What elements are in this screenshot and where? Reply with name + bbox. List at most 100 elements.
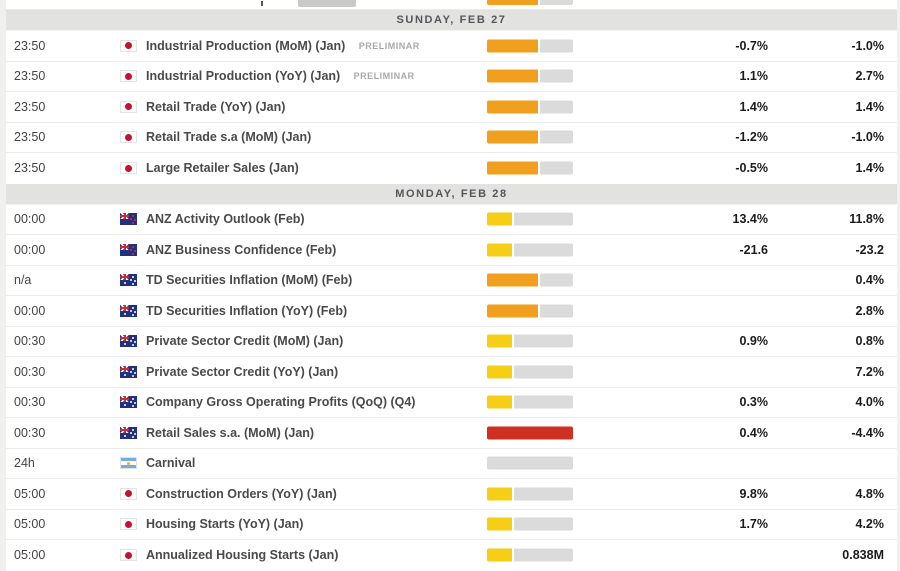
event-row[interactable]: 23:50 Large Retailer Sales (Jan) -0.5% 1… <box>6 153 897 184</box>
event-name[interactable]: Retail Sales s.a. (MoM) (Jan) <box>146 425 315 440</box>
event-row[interactable]: n/a TD Securities Inflation (MoM) (Feb) … <box>6 265 897 296</box>
event-name[interactable]: Company Gross Operating Profits (QoQ) (Q… <box>146 395 416 410</box>
event-name[interactable]: Private Sector Credit (MoM) (Jan) <box>146 334 344 349</box>
event-name[interactable]: Industrial Production (MoM) (Jan) <box>146 38 346 53</box>
actual-value: 1.4% <box>739 99 769 114</box>
event-name[interactable]: Annualized Housing Starts (Jan) <box>146 548 339 563</box>
event-row[interactable]: 23:50 Retail Trade (YoY) (Jan) 1.4% 1.4% <box>6 92 897 123</box>
volatility-bar <box>487 487 573 501</box>
day-section: MONDAY, FEB 28 00:00 ANZ Activity Outloo… <box>6 183 897 571</box>
event-cell: TD Securities Inflation (MoM) (Feb) <box>146 271 352 289</box>
event-cell: ANZ Activity Outlook (Feb) <box>146 210 305 228</box>
event-row[interactable]: 23:50 Industrial Production (YoY) (Jan) … <box>6 61 897 92</box>
volatility-bar <box>487 426 573 440</box>
event-name[interactable]: ANZ Activity Outlook (Feb) <box>146 212 305 227</box>
event-row[interactable]: 05:00 Housing Starts (YoY) (Jan) 1.7% 4.… <box>6 509 897 540</box>
volatility-bar <box>487 304 573 318</box>
volatility-bar <box>487 365 573 379</box>
volatility-bar <box>487 456 573 470</box>
previous-value: 2.8% <box>855 303 885 318</box>
event-row[interactable]: 24h Carnival <box>6 448 897 479</box>
event-cell: Retail Trade s.a (MoM) (Jan) <box>146 128 311 146</box>
actual-value: -0.5% <box>735 161 768 176</box>
actual-value: 0.9% <box>739 334 769 349</box>
event-cell: Private Sector Credit (YoY) (Jan) <box>146 363 338 381</box>
volatility-fill <box>487 548 512 562</box>
event-row[interactable]: 00:30 Private Sector Credit (YoY) (Jan) … <box>6 357 897 388</box>
volatility-fill <box>487 100 538 114</box>
event-time: 23:50 <box>14 130 46 145</box>
event-cell: Housing Starts (YoY) (Jan) <box>146 515 303 533</box>
previous-value: 2.7% <box>855 69 885 84</box>
economic-calendar-table: SUNDAY, FEB 27 23:50 Industrial Producti… <box>6 0 897 571</box>
volatility-fill <box>487 39 538 53</box>
flag-australia-icon <box>120 304 137 317</box>
event-row[interactable]: 05:00 Construction Orders (YoY) (Jan) 9.… <box>6 479 897 510</box>
actual-value: 13.4% <box>732 212 768 227</box>
volatility-fill <box>487 161 538 175</box>
volatility-fill <box>487 243 512 257</box>
badge-remnant[interactable] <box>298 0 356 7</box>
previous-value: 4.8% <box>855 486 885 501</box>
flag-new-zealand-icon <box>120 213 137 226</box>
event-cell: Industrial Production (MoM) (Jan) PRELIM… <box>146 37 420 55</box>
event-name[interactable]: Carnival <box>146 456 196 471</box>
volatility-bar <box>487 548 573 562</box>
event-cell: Industrial Production (YoY) (Jan) PRELIM… <box>146 67 415 85</box>
event-name[interactable]: Private Sector Credit (YoY) (Jan) <box>146 364 339 379</box>
event-time: 24h <box>14 456 35 471</box>
event-row[interactable]: 00:00 TD Securities Inflation (YoY) (Feb… <box>6 296 897 327</box>
event-row[interactable]: 05:00 Annualized Housing Starts (Jan) 0.… <box>6 540 897 571</box>
volatility-bar <box>487 517 573 531</box>
event-name[interactable]: Large Retailer Sales (Jan) <box>146 161 299 176</box>
previous-value: 1.4% <box>855 161 885 176</box>
flag-japan-icon <box>120 549 137 562</box>
previous-value: 4.2% <box>855 517 885 532</box>
event-row[interactable]: 00:00 ANZ Activity Outlook (Feb) 13.4% 1… <box>6 204 897 235</box>
flag-japan-icon <box>120 100 137 113</box>
flag-australia-icon <box>120 274 137 287</box>
actual-value: -21.6 <box>739 242 769 257</box>
previous-value: 0.838M <box>842 548 884 563</box>
volatility-bar <box>487 334 573 348</box>
volatility-fill <box>487 395 512 409</box>
volatility-bar <box>487 39 573 53</box>
volatility-fill <box>487 273 538 287</box>
event-name[interactable]: Industrial Production (YoY) (Jan) <box>146 69 341 84</box>
event-row[interactable]: 00:30 Private Sector Credit (MoM) (Jan) … <box>6 326 897 357</box>
event-cell: Carnival <box>146 454 195 472</box>
event-row[interactable]: 00:30 Company Gross Operating Profits (Q… <box>6 387 897 418</box>
flag-japan-icon <box>120 487 137 500</box>
previous-value: 11.8% <box>849 212 884 227</box>
day-header-label: MONDAY, FEB 28 <box>395 187 508 200</box>
event-time: 05:00 <box>14 517 46 532</box>
event-name[interactable]: TD Securities Inflation (MoM) (Feb) <box>146 273 353 288</box>
event-name[interactable]: ANZ Business Confidence (Feb) <box>146 242 337 257</box>
event-name[interactable]: Construction Orders (YoY) (Jan) <box>146 486 337 501</box>
event-time: 00:00 <box>14 303 46 318</box>
actual-value: 1.7% <box>739 517 769 532</box>
preliminary-tag: PRELIMINAR <box>353 71 415 82</box>
event-row[interactable]: 00:00 ANZ Business Confidence (Feb) -21.… <box>6 235 897 266</box>
previous-value: -4.4% <box>851 425 884 440</box>
event-name[interactable]: Retail Trade s.a (MoM) (Jan) <box>146 130 312 145</box>
event-cell: Retail Sales s.a. (MoM) (Jan) <box>146 424 314 442</box>
event-row[interactable]: 23:50 Industrial Production (MoM) (Jan) … <box>6 31 897 62</box>
event-name[interactable]: TD Securities Inflation (YoY) (Feb) <box>146 303 348 318</box>
event-row[interactable]: 23:50 Retail Trade s.a (MoM) (Jan) -1.2%… <box>6 122 897 153</box>
event-time: 00:30 <box>14 395 46 410</box>
event-name[interactable]: Retail Trade (YoY) (Jan) <box>146 99 286 114</box>
volatility-bar-remnant <box>487 0 573 5</box>
previous-value: 4.0% <box>855 395 885 410</box>
flag-japan-icon <box>120 162 137 175</box>
event-cell: Large Retailer Sales (Jan) <box>146 159 299 177</box>
event-name[interactable]: Housing Starts (YoY) (Jan) <box>146 517 304 532</box>
volatility-fill <box>487 487 512 501</box>
event-time: 23:50 <box>14 38 46 53</box>
flag-japan-icon <box>120 518 137 531</box>
previous-value: 1.4% <box>855 99 885 114</box>
event-row[interactable]: 00:30 Retail Sales s.a. (MoM) (Jan) 0.4%… <box>6 418 897 449</box>
event-cell: Private Sector Credit (MoM) (Jan) <box>146 332 343 350</box>
event-rows: 00:00 ANZ Activity Outlook (Feb) 13.4% 1… <box>6 204 897 571</box>
day-header-label: SUNDAY, FEB 27 <box>396 14 507 26</box>
